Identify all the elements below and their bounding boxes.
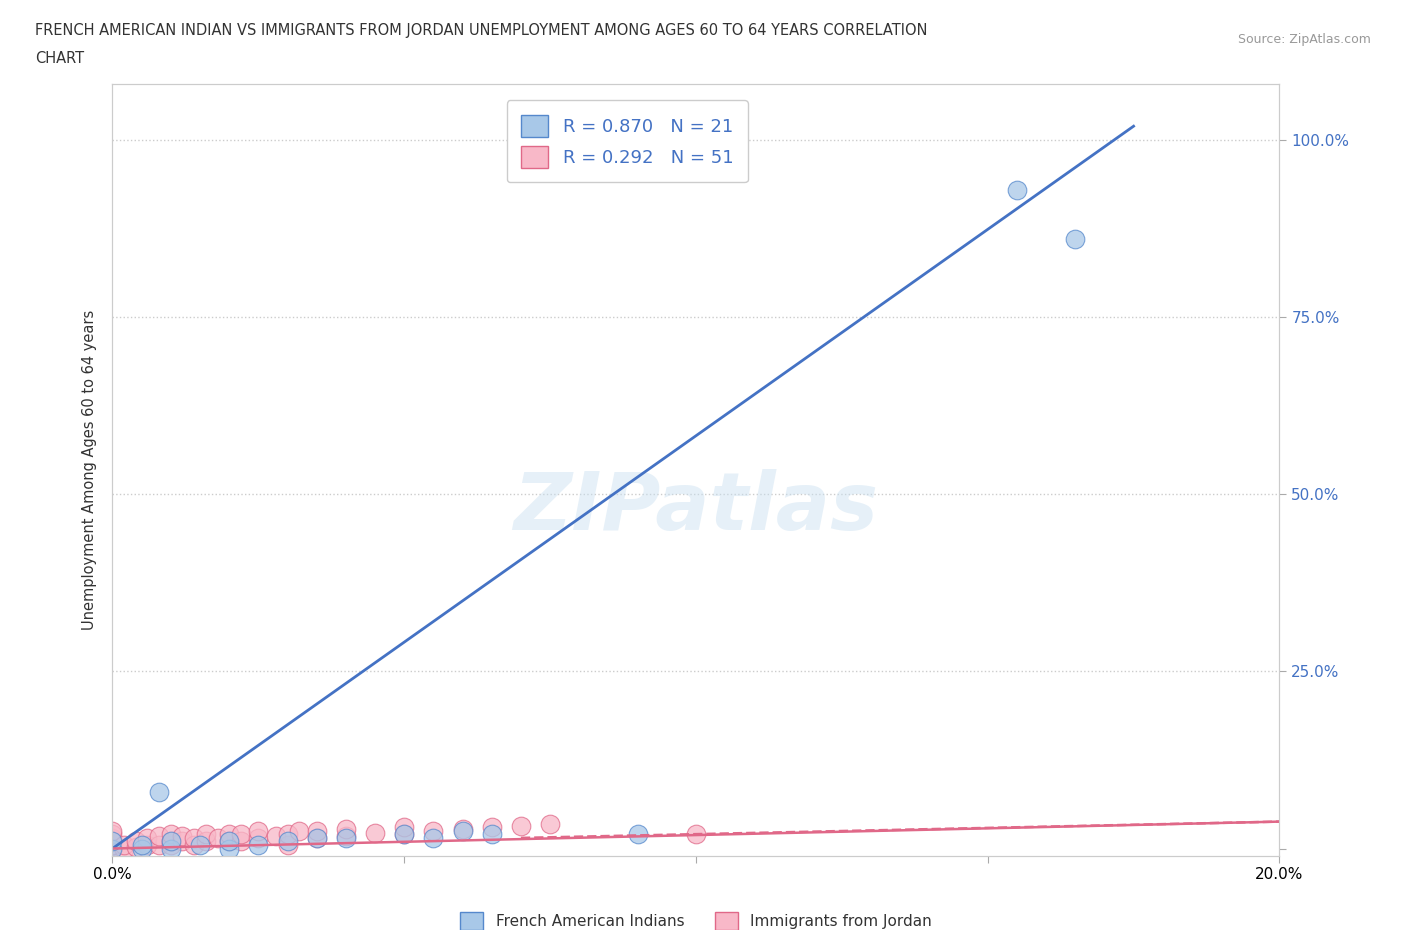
Text: ZIPatlas: ZIPatlas (513, 470, 879, 547)
Point (101, 827, 124, 842)
Y-axis label: Unemployment Among Ages 60 to 64 years: Unemployment Among Ages 60 to 64 years (82, 310, 97, 630)
Point (160, 834, 183, 849)
Point (247, 830, 270, 845)
Point (392, 827, 416, 842)
Point (1005, 182, 1028, 197)
Text: FRENCH AMERICAN INDIAN VS IMMIGRANTS FROM JORDAN UNEMPLOYMENT AMONG AGES 60 TO 6: FRENCH AMERICAN INDIAN VS IMMIGRANTS FRO… (35, 23, 928, 38)
Point (101, 841, 124, 856)
Point (392, 820, 416, 835)
Point (194, 827, 217, 842)
Point (305, 830, 328, 845)
Point (101, 841, 124, 856)
Point (101, 838, 124, 853)
Point (148, 838, 170, 853)
Point (101, 834, 124, 849)
Point (218, 841, 240, 856)
Point (160, 827, 183, 842)
Point (183, 838, 205, 853)
Point (183, 830, 205, 845)
Point (194, 834, 217, 849)
Point (160, 841, 183, 856)
Point (125, 834, 148, 849)
Point (172, 829, 194, 844)
Point (101, 838, 124, 853)
Point (422, 823, 444, 838)
Point (451, 821, 474, 836)
Point (247, 823, 270, 838)
Point (626, 827, 648, 842)
Point (218, 834, 240, 849)
Point (101, 834, 124, 849)
Point (160, 838, 183, 853)
Text: Source: ZipAtlas.com: Source: ZipAtlas.com (1237, 33, 1371, 46)
Point (148, 829, 170, 844)
Point (172, 834, 194, 849)
Point (509, 818, 531, 833)
Point (392, 827, 416, 842)
Legend: French American Indians, Immigrants from Jordan: French American Indians, Immigrants from… (454, 906, 938, 930)
Point (451, 823, 474, 838)
Point (685, 827, 707, 842)
Point (276, 827, 298, 842)
Point (247, 838, 270, 853)
Point (288, 823, 311, 838)
Point (112, 838, 135, 853)
Point (538, 817, 561, 831)
Point (1064, 232, 1087, 247)
Point (364, 826, 387, 841)
Point (101, 841, 124, 856)
Point (160, 834, 183, 849)
Point (131, 838, 153, 853)
Point (125, 840, 148, 855)
Text: CHART: CHART (35, 51, 84, 66)
Point (188, 838, 211, 853)
Point (218, 827, 240, 842)
Point (335, 829, 357, 844)
Point (305, 830, 328, 845)
Point (335, 830, 357, 845)
Point (101, 830, 124, 845)
Point (112, 841, 135, 856)
Point (101, 823, 124, 838)
Point (422, 830, 444, 845)
Point (264, 829, 287, 844)
Point (101, 841, 124, 856)
Point (276, 838, 298, 853)
Point (481, 827, 503, 842)
Point (218, 834, 240, 849)
Point (229, 834, 252, 849)
Point (136, 830, 159, 845)
Point (148, 784, 170, 799)
Point (335, 821, 357, 836)
Point (136, 838, 159, 853)
Point (481, 820, 503, 835)
Point (276, 834, 298, 849)
Point (305, 823, 328, 838)
Point (229, 827, 252, 842)
Point (101, 841, 124, 856)
Point (131, 841, 153, 856)
Point (207, 830, 229, 845)
